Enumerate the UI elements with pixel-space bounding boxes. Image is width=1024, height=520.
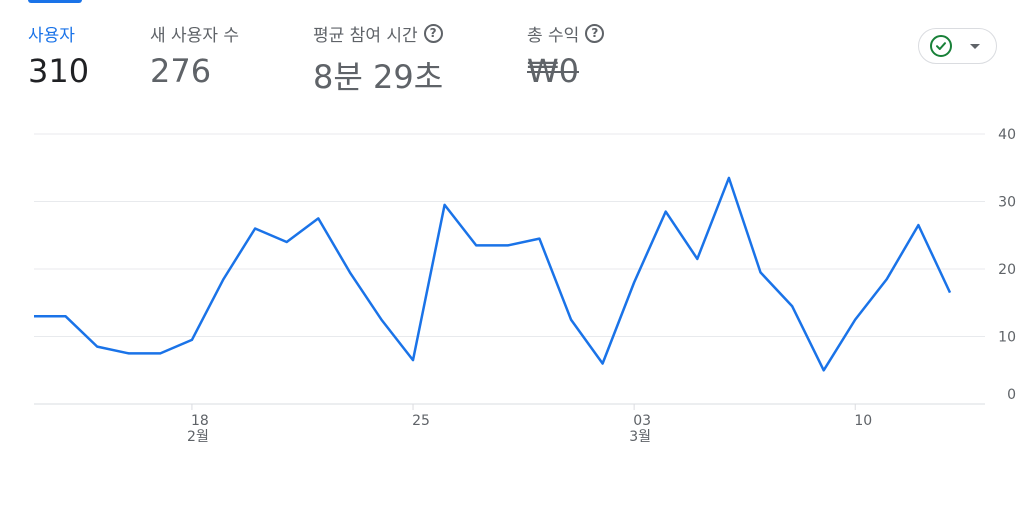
metric-label-text: 총 수익 xyxy=(527,25,580,46)
x-tick-label: 03 xyxy=(633,413,651,429)
metric-value: ₩0 xyxy=(527,52,579,90)
status-dropdown[interactable] xyxy=(918,28,997,64)
caret-down-icon xyxy=(970,43,980,49)
metric-label-text: 새 사용자 수 xyxy=(150,25,240,46)
metric-cards: 사용자 310 새 사용자 수 276 평균 참여 시간 ? 8분 29초 총 … xyxy=(0,0,1024,110)
x-tick-sublabel: 2월 xyxy=(187,429,209,445)
y-tick-label: 40 xyxy=(998,127,1016,143)
y-tick-label: 10 xyxy=(998,330,1016,346)
metric-label: 총 수익 ? xyxy=(527,20,605,46)
active-tab-indicator xyxy=(28,0,82,3)
x-tick-label: 18 xyxy=(191,413,209,429)
metric-label: 사용자 xyxy=(28,20,89,46)
x-tick-sublabel: 3월 xyxy=(629,429,651,445)
x-tick-label: 10 xyxy=(854,413,872,429)
metric-label-text: 사용자 xyxy=(28,25,75,46)
check-circle-icon xyxy=(930,35,952,57)
line-chart: 0 10 20 30 40 18 2월 25 03 3월 10 xyxy=(0,120,1024,460)
metric-label-text: 평균 참여 시간 xyxy=(313,25,418,46)
y-tick-label: 30 xyxy=(998,195,1016,211)
metric-value: 8분 29초 xyxy=(313,58,444,96)
metric-label: 평균 참여 시간 ? xyxy=(313,20,443,46)
y-tick-label: 20 xyxy=(998,262,1016,278)
metric-label: 새 사용자 수 xyxy=(150,20,239,46)
series-line xyxy=(34,176,952,372)
metric-new-users[interactable]: 새 사용자 수 276 xyxy=(150,20,239,91)
metric-value: 310 xyxy=(28,52,90,90)
metric-value: 276 xyxy=(150,52,212,90)
x-tick-label: 25 xyxy=(412,413,430,429)
metric-avg-engagement-time[interactable]: 평균 참여 시간 ? 8분 29초 xyxy=(313,20,443,98)
metric-total-revenue[interactable]: 총 수익 ? ₩0 xyxy=(527,20,605,90)
help-icon[interactable]: ? xyxy=(423,23,443,43)
help-icon[interactable]: ? xyxy=(585,23,605,43)
metric-users[interactable]: 사용자 310 xyxy=(28,20,90,91)
y-tick-label: 0 xyxy=(1007,387,1016,403)
